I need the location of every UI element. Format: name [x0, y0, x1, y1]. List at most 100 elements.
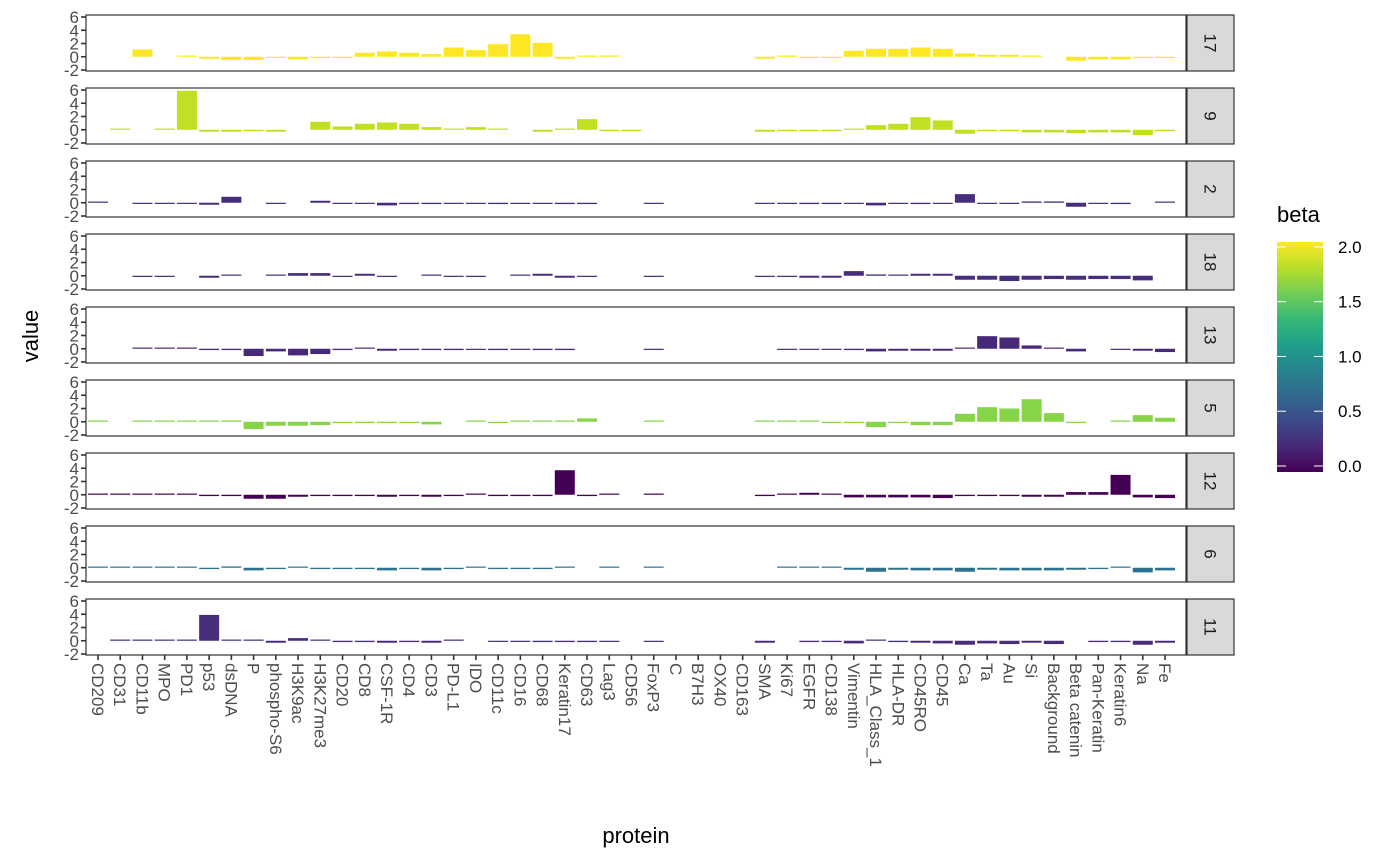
bar-17-CD45 — [932, 48, 953, 57]
bar-6-dsDNA — [221, 566, 242, 568]
bar-17-p53 — [199, 56, 220, 59]
bar-17-Na — [1132, 56, 1153, 59]
bar-12-EGFR — [799, 492, 820, 495]
bar-17-Ki67 — [777, 55, 798, 57]
bar-6-Vimentin — [843, 567, 864, 570]
bar-9-CD56 — [621, 129, 642, 132]
bar-11-Background — [1043, 640, 1064, 645]
x-tick-label: Na — [1133, 663, 1152, 685]
bar-18-Ta — [977, 275, 998, 280]
bar-18-Na — [1132, 275, 1153, 281]
y-tick-label: 2 — [70, 400, 79, 419]
bar-2-CD11c — [488, 202, 509, 205]
bar-2-dsDNA — [221, 196, 242, 203]
bar-5-EGFR — [799, 420, 820, 422]
bar-5-Au — [999, 408, 1020, 422]
y-tick-label: 6 — [70, 227, 79, 246]
bar-6-H3K9ac — [288, 566, 309, 568]
bar-2-H3K27me3 — [310, 200, 331, 203]
bar-17-CD68 — [532, 42, 553, 57]
panel-border — [85, 525, 1187, 583]
bar-11-CD63 — [577, 640, 598, 643]
x-tick-label: Pan-Keratin — [1088, 663, 1107, 753]
facet-strip — [1186, 14, 1235, 72]
bar-11-Au — [999, 640, 1020, 645]
bar-13-Keratin6 — [1110, 348, 1131, 350]
bar-6-p53 — [199, 567, 220, 570]
bar-9-CD63 — [577, 119, 598, 130]
bar-2-CD16 — [510, 202, 531, 204]
bar-2-Ta — [977, 202, 998, 204]
bar-12-Vimentin — [843, 494, 864, 498]
bar-5-PD1 — [176, 420, 197, 422]
bar-12-Ki67 — [777, 493, 798, 495]
y-tick-label: 4 — [70, 386, 79, 405]
bar-9-CD11c — [488, 128, 509, 130]
bar-13-FoxP3 — [643, 348, 664, 350]
y-tick-label: 2 — [70, 619, 79, 638]
bar-6-Ki67 — [777, 566, 798, 568]
x-tick-label: EGFR — [799, 663, 818, 710]
bar-13-P — [243, 348, 264, 357]
bar-18-CD68 — [532, 273, 553, 276]
bar-17-EGFR — [799, 56, 820, 59]
bar-13-CD20 — [332, 348, 353, 351]
bar-17-H3K9ac — [288, 56, 309, 60]
bar-5-Fe — [1154, 417, 1176, 422]
x-tick-label: CD3 — [421, 663, 440, 697]
y-tick-label: 2 — [70, 108, 79, 127]
y-tick-label: 6 — [70, 592, 79, 611]
bar-2-Fe — [1154, 201, 1176, 203]
bar-5-CD45 — [932, 421, 953, 426]
x-tick-label: CD8 — [355, 663, 374, 697]
bar-12-CD68 — [532, 494, 553, 497]
panel-border — [85, 233, 1187, 291]
y-tick-label: -2 — [64, 134, 79, 153]
bar-5-CD68 — [532, 420, 553, 422]
bar-18-CSF-1R — [376, 275, 397, 277]
bar-18-CD11b — [132, 275, 153, 277]
bar-9-CSF-1R — [376, 122, 397, 130]
bar-11-HLA-DR — [888, 640, 909, 643]
bar-11-CSF-1R — [376, 640, 397, 643]
bar-13-HLA-DR — [888, 348, 909, 351]
bar-2-CD63 — [577, 202, 598, 205]
bar-6-CD20 — [332, 567, 353, 570]
bar-2-CD20 — [332, 202, 353, 204]
bar-6-Fe — [1154, 567, 1176, 571]
x-tick-label: CD4 — [399, 663, 418, 697]
bar-2-Vimentin — [843, 202, 864, 204]
bar-9-EGFR — [799, 129, 820, 132]
x-tick-label: Au — [999, 663, 1018, 684]
x-tick-label: CD56 — [622, 663, 641, 706]
bar-18-Pan-Keratin — [1088, 275, 1109, 280]
y-tick-label: 4 — [70, 21, 79, 40]
bar-2-FoxP3 — [643, 202, 664, 204]
y-tick-label: 0 — [70, 267, 79, 286]
bar-2-IDO — [465, 202, 486, 204]
bar-9-p53 — [199, 129, 220, 132]
bar-6-CD45RO — [910, 567, 931, 571]
bar-5-CD4 — [399, 421, 420, 424]
x-tick-label: CD31 — [110, 663, 129, 706]
bar-5-FoxP3 — [643, 420, 664, 422]
y-tick-label: 2 — [70, 473, 79, 492]
bar-2-CD68 — [532, 202, 553, 204]
bar-13-Fe — [1154, 348, 1176, 353]
bar-5-Ta — [977, 407, 998, 422]
bar-6-CD45 — [932, 567, 953, 571]
bar-18-FoxP3 — [643, 275, 664, 277]
bar-5-CD3 — [421, 421, 442, 425]
bar-18-CD45 — [932, 273, 953, 276]
bar-6-CD3 — [421, 567, 442, 571]
bar-12-CD45RO — [910, 494, 931, 498]
bar-13-p53 — [199, 348, 220, 351]
bar-11-FoxP3 — [643, 640, 664, 642]
bar-9-CD31 — [110, 128, 131, 130]
bar-5-HLA-DR — [888, 421, 909, 424]
bar-18-Vimentin — [843, 271, 864, 276]
